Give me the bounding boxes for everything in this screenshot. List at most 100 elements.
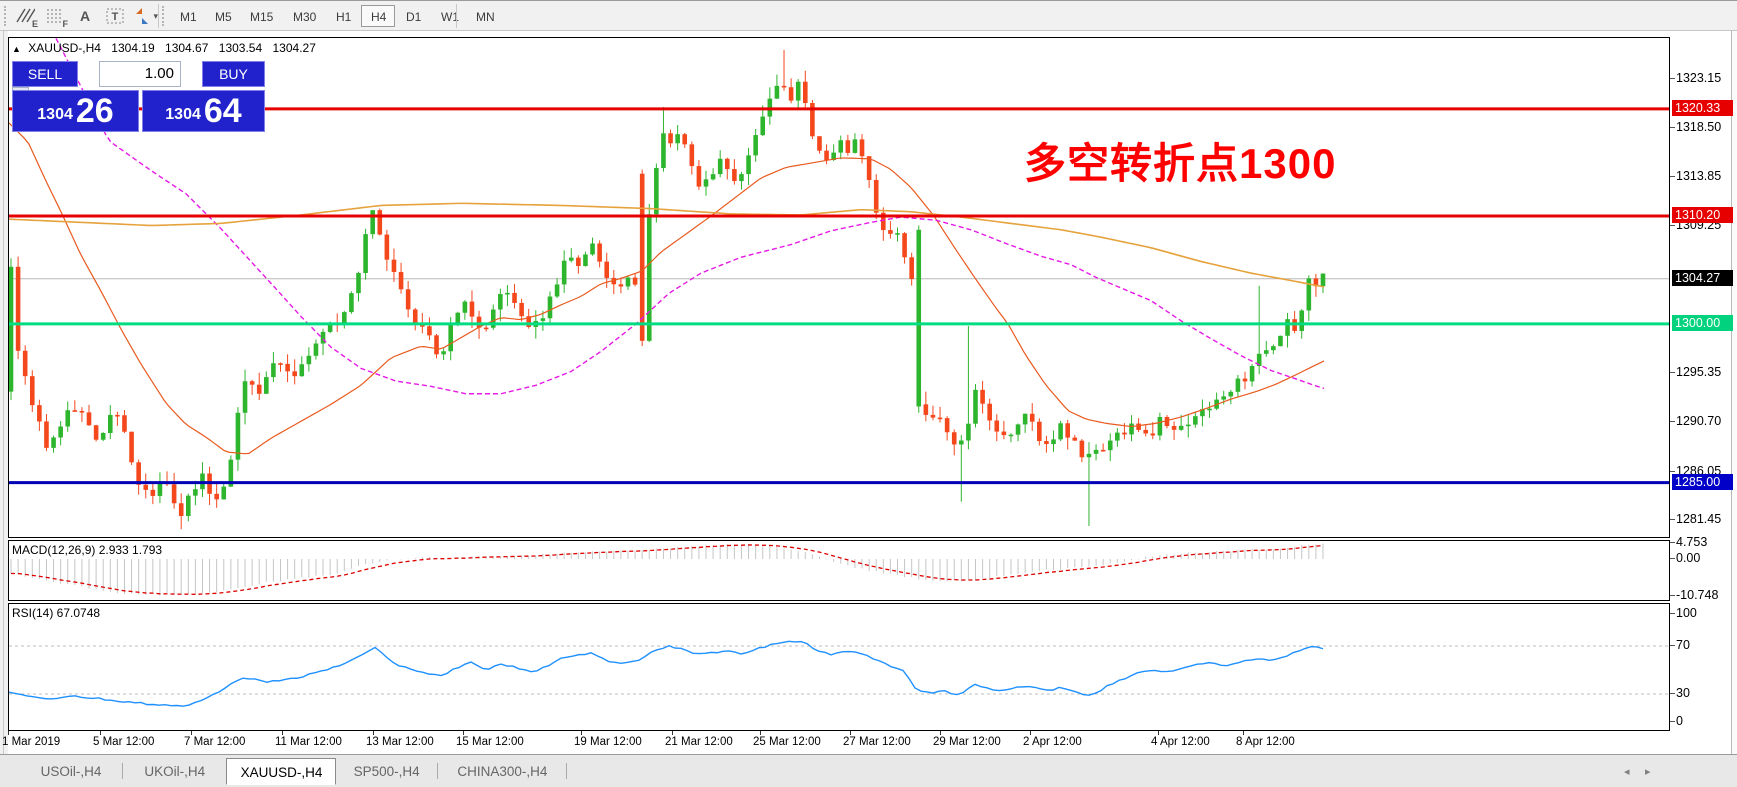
macd-indicator-panel[interactable] [8,540,1670,601]
time-axis-label: 27 Mar 12:00 [843,736,911,748]
price-axis-tick [1670,421,1675,422]
rsi-canvas [8,640,1669,707]
time-axis-label: 4 Apr 12:00 [1151,736,1210,748]
macd-axis-label: 0.00 [1676,551,1701,565]
timeframe-button-w1[interactable]: W1 [441,10,459,24]
sell-price-quote[interactable]: 1304 26 [12,90,139,132]
price-axis-label: 1318.50 [1676,120,1722,134]
price-axis-tick [1670,471,1675,472]
time-axis-tick [1158,731,1159,735]
price-badge-1320.33: 1320.33 [1672,100,1733,116]
fibonacci-tool[interactable]: F [42,4,69,29]
time-axis-label: 15 Mar 12:00 [456,736,524,748]
time-axis-label: 2 Apr 12:00 [1023,736,1082,748]
top-toolbar: E F A T ▾ M1 M5 M15 M30 H1 H4 D1 W1 MN [0,0,1737,31]
timeframe-button-m15[interactable]: M15 [250,10,274,24]
buy-price-small: 1304 [165,106,201,123]
chart-tab-bar: USOil-,H4 UKOil-,H4 XAUUSD-,H4 SP500-,H4 CHI… [0,754,1737,787]
chart-symbol: XAUUSD-,H4 [28,41,101,55]
timeframe-button-h4[interactable]: H4 [361,5,395,27]
rsi-axis-tick [1670,693,1675,694]
ohlc-high: 1304.67 [165,41,209,55]
price-axis-label: 1290.70 [1676,414,1722,428]
price-axis-tick [1670,127,1675,128]
fibonacci-tool-icon [47,9,63,23]
rsi-axis-tick [1670,721,1675,722]
time-axis-label: 11 Mar 12:00 [275,736,342,748]
candlestick-canvas [8,37,1669,530]
price-axis-label: 1281.45 [1676,512,1722,526]
rsi-indicator-panel[interactable] [8,603,1670,731]
timeframe-button-d1[interactable]: D1 [406,10,422,24]
time-axis-tick [760,731,761,735]
timeframe-button-m30[interactable]: M30 [293,10,317,24]
svg-text:T: T [112,11,119,23]
candles-series [8,49,1326,530]
rsi-axis-label: 30 [1676,686,1690,700]
tab-sp500h4[interactable]: SP500-,H4 [353,764,420,779]
rsi-axis-label: 0 [1676,714,1683,728]
time-axis-label: 21 Mar 12:00 [665,736,733,748]
buy-price-quote[interactable]: 1304 64 [142,90,265,132]
timeframe-button-m1[interactable]: M1 [180,10,197,24]
ma-fast-line [8,122,1325,455]
time-axis-tick [100,731,101,735]
toolbar-grip[interactable] [4,6,9,26]
toolbar-grip[interactable] [162,6,167,26]
chart-annotation-text: 多空转折点1300 [1024,140,1337,187]
time-axis-tick [581,731,582,735]
tab-xauusdh4[interactable]: XAUUSD-,H4 [225,758,336,785]
timeframe-button-mn[interactable]: MN [476,10,495,24]
volume-input[interactable]: 1.00 [99,61,181,87]
equidistant-channel-tool[interactable]: E [12,4,38,29]
fibonacci-tool-letter: F [62,19,69,29]
equidistant-channel-tool-letter: E [31,19,38,29]
macd-axis-label: -10.748 [1676,588,1719,602]
tab-scroll-right-icon[interactable]: ▸ [1645,766,1651,778]
equidistant-channel-tool-icon [16,8,35,23]
buy-button[interactable]: BUY [202,61,265,87]
macd-axis-tick [1670,595,1675,596]
macd-axis-label: 4.753 [1676,535,1708,549]
ohlc-close: 1304.27 [272,41,316,55]
macd-signal-line [10,544,1324,595]
toolbar-separator [456,4,457,28]
tab-usoilh4[interactable]: USOil-,H4 [40,764,102,779]
window-left-edge-line [3,31,4,787]
price-badge-1285.00: 1285.00 [1672,474,1733,490]
ohlc-open: 1304.19 [111,41,155,55]
sell-price-big: 26 [75,92,114,130]
tab-china300h4[interactable]: CHINA300-,H4 [457,764,548,779]
time-axis-label: 13 Mar 12:00 [366,736,434,748]
collapse-triangle-icon[interactable]: ▲ [12,44,21,54]
window-left-edge [0,31,8,787]
time-axis-label: 8 Apr 12:00 [1236,736,1295,748]
tab-ukoilh4[interactable]: UKOil-,H4 [144,764,206,779]
arrows-dropdown-icon[interactable]: ▾ [153,10,158,21]
tab-scroll-left-icon[interactable]: ◂ [1624,766,1630,778]
text-box-tool[interactable]: T [102,4,128,28]
rsi-axis-label: 100 [1676,606,1697,620]
ma-slow-line [8,202,1325,288]
time-axis-tick [1243,731,1244,735]
price-axis-tick [1670,78,1675,79]
time-axis-tick [1030,731,1031,735]
price-chart-area[interactable] [8,37,1670,538]
macd-canvas [10,543,1324,596]
timeframe-button-h1[interactable]: H1 [336,10,352,24]
time-axis-label: 29 Mar 12:00 [933,736,1001,748]
macd-histogram [10,543,1324,596]
text-label-tool[interactable]: A [72,4,98,28]
sell-button[interactable]: SELL [12,61,78,87]
macd-axis-tick [1670,558,1675,559]
rsi-axis-label: 70 [1676,638,1690,652]
tab-divider [122,763,123,779]
sell-price-small: 1304 [37,106,73,123]
time-axis-label: 25 Mar 12:00 [753,736,821,748]
time-axis-tick [282,731,283,735]
arrows-tool[interactable]: ▾ [132,4,158,28]
timeframe-button-m5[interactable]: M5 [215,10,232,24]
svg-text:A: A [80,8,90,24]
price-axis-tick [1670,225,1675,226]
rsi-axis-tick [1670,645,1675,646]
